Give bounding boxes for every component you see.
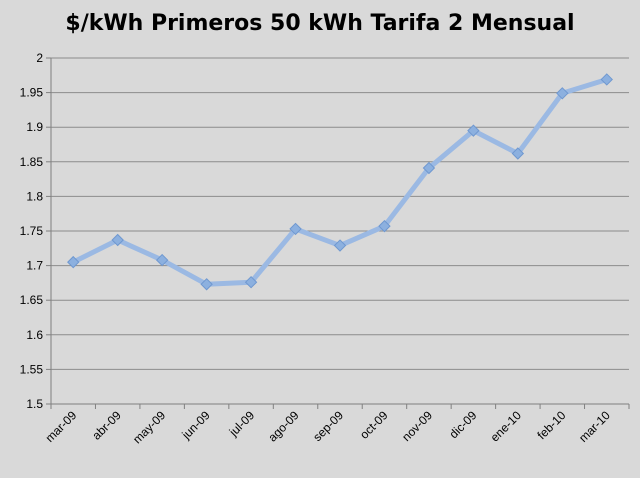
data-point-dic-09 bbox=[467, 124, 480, 137]
data-point-jun-09 bbox=[200, 278, 213, 291]
data-point-mar-10 bbox=[600, 73, 613, 86]
data-point-mar-09 bbox=[67, 255, 80, 269]
x-tick-label-9: dic-09 bbox=[446, 408, 479, 441]
x-tick-label-5: ago-09 bbox=[265, 408, 302, 445]
x-tick-label-2: may-09 bbox=[130, 408, 168, 446]
chart-title: $/kWh Primeros 50 kWh Tarifa 2 Mensual bbox=[65, 11, 574, 36]
y-tick-label-9: 1.95 bbox=[20, 86, 44, 100]
data-point-feb-10 bbox=[556, 87, 569, 100]
data-point-jul-09 bbox=[244, 276, 258, 289]
y-tick-label-4: 1.7 bbox=[26, 259, 43, 273]
x-tick-label-10: ene-10 bbox=[488, 408, 525, 445]
x-tick-label-6: sep-09 bbox=[310, 408, 346, 444]
series bbox=[67, 73, 613, 291]
x-tick-label-4: jul-09 bbox=[226, 408, 258, 440]
y-tick-label-8: 1.9 bbox=[26, 120, 43, 134]
data-point-ago-09 bbox=[289, 222, 302, 236]
gridlines bbox=[51, 57, 629, 405]
data-point-ene-10 bbox=[511, 147, 525, 160]
x-axis-ticks: mar-09 abr-09 may-09 jun-09 jul-09 ago-09 sep-… bbox=[43, 404, 630, 446]
data-point-sep-09 bbox=[333, 239, 347, 252]
x-tick-label-11: feb-10 bbox=[534, 408, 568, 442]
y-tick-label-6: 1.8 bbox=[26, 189, 43, 203]
y-tick-label-2: 1.6 bbox=[26, 328, 43, 342]
x-tick-label-3: jun-09 bbox=[179, 408, 213, 442]
data-point-oct-09 bbox=[378, 219, 391, 233]
y-tick-label-0: 1.5 bbox=[26, 397, 43, 411]
y-tick-label-3: 1.65 bbox=[20, 293, 44, 307]
axes bbox=[50, 58, 629, 405]
x-tick-label-1: abr-09 bbox=[89, 408, 124, 443]
y-tick-label-10: 2 bbox=[36, 51, 43, 65]
data-point-nov-09 bbox=[422, 161, 436, 175]
y-tick-label-7: 1.85 bbox=[20, 155, 44, 169]
y-tick-label-5: 1.75 bbox=[20, 224, 44, 238]
y-axis-ticks: 1.5 1.55 1.6 1.65 1.7 1.75 1.8 1.85 1.9 1.95 2 bbox=[20, 51, 51, 411]
data-point-may-09 bbox=[155, 253, 169, 267]
x-tick-label-8: nov-09 bbox=[399, 408, 435, 444]
x-tick-label-0: mar-09 bbox=[43, 408, 80, 445]
data-point-abr-09 bbox=[111, 233, 124, 247]
x-tick-label-12: mar-10 bbox=[576, 408, 613, 445]
series-line-0 bbox=[70, 76, 610, 287]
x-tick-label-7: oct-09 bbox=[357, 408, 391, 442]
y-tick-label-1: 1.55 bbox=[20, 362, 44, 376]
